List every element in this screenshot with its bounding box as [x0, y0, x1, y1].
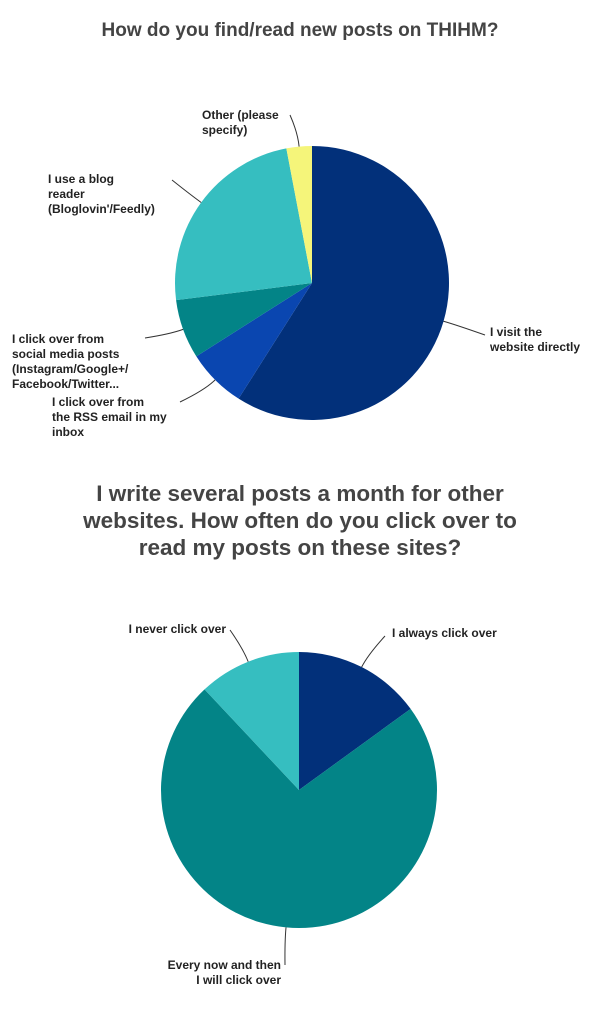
pie-slice — [204, 652, 299, 790]
leader-line — [284, 927, 287, 966]
slice-label: I always click over — [392, 626, 497, 640]
pie-slice — [161, 689, 438, 929]
leader-line — [361, 635, 386, 668]
pie-slice — [299, 652, 411, 790]
leader-line — [229, 629, 249, 662]
slice-label: Every now and then I will click over — [167, 958, 281, 987]
slice-label: Other (please specify) — [202, 108, 279, 137]
pie-slice — [286, 146, 312, 283]
leader-line — [289, 114, 300, 147]
slice-label: I click over from the RSS email in my in… — [52, 395, 167, 439]
slice-label: I click over from social media posts (In… — [12, 332, 129, 391]
pie-slice — [196, 283, 312, 399]
pie-slice — [176, 283, 312, 357]
leader-line — [179, 379, 216, 403]
chart-title: I write several posts a month for other … — [83, 481, 517, 560]
leader-line — [171, 179, 202, 203]
leader-line — [443, 320, 486, 336]
slice-label: I visit the website directly — [490, 325, 581, 354]
leader-line — [144, 328, 184, 339]
pie-slice — [238, 146, 450, 420]
pie-slice — [175, 148, 312, 301]
chart-title: How do you find/read new posts on THIHM? — [101, 20, 499, 41]
slice-label: I use a blog reader (Bloglovin'/Feedly) — [48, 172, 155, 216]
slice-label: I never click over — [128, 622, 226, 636]
